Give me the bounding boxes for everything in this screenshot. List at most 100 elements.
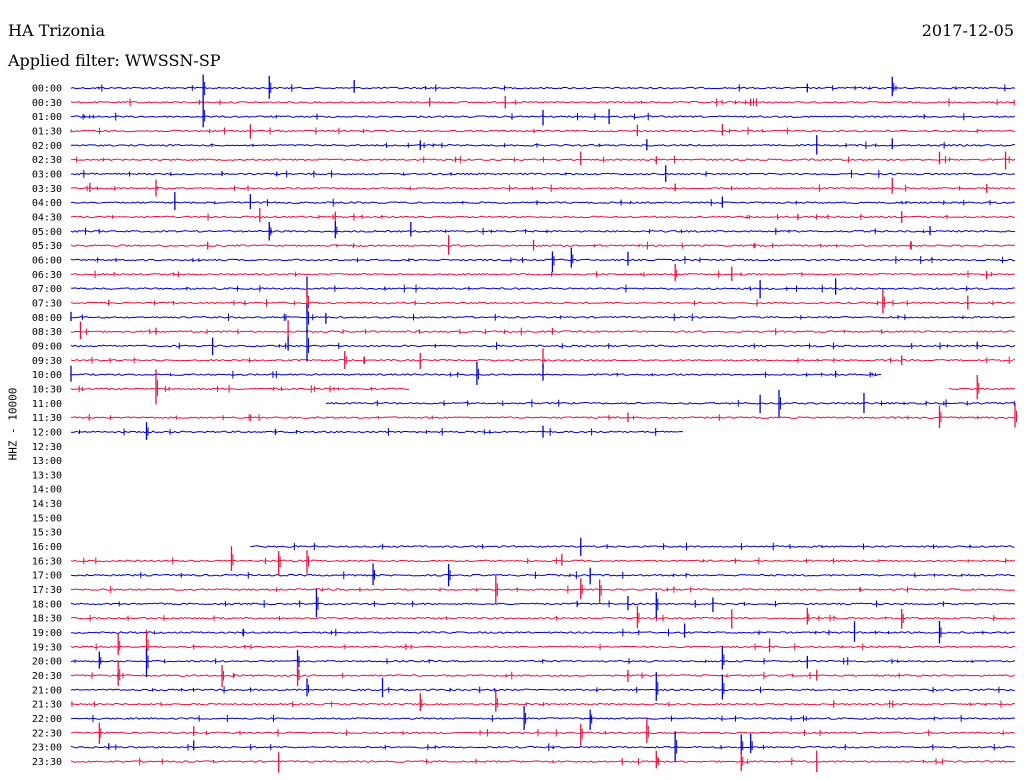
row-label: 19:00 bbox=[32, 628, 62, 639]
trace-row bbox=[70, 631, 1016, 634]
trace-row bbox=[70, 745, 1016, 749]
trace-row bbox=[70, 573, 1016, 577]
event-marker bbox=[551, 251, 555, 273]
row-label: 05:00 bbox=[32, 227, 62, 238]
row-label: 22:00 bbox=[32, 714, 62, 725]
trace-row bbox=[70, 172, 1016, 176]
event-marker bbox=[145, 422, 149, 441]
event-marker bbox=[145, 648, 149, 678]
row-label: 15:30 bbox=[32, 528, 62, 539]
row-label: 17:30 bbox=[32, 585, 62, 596]
row-label: 20:00 bbox=[32, 657, 62, 668]
event-marker bbox=[344, 351, 347, 369]
trace-row bbox=[70, 215, 1016, 219]
row-label: 16:00 bbox=[32, 542, 62, 553]
event-marker bbox=[806, 607, 810, 625]
trace-row bbox=[70, 86, 1016, 90]
trace-row bbox=[70, 100, 1016, 104]
row-label: 17:00 bbox=[32, 571, 62, 582]
trace-row bbox=[70, 229, 1016, 233]
row-label: 14:30 bbox=[32, 499, 62, 510]
row-label: 01:30 bbox=[32, 126, 62, 137]
event-marker bbox=[98, 722, 102, 745]
trace-row bbox=[70, 373, 881, 377]
row-label: 06:00 bbox=[32, 255, 62, 266]
trace-row bbox=[70, 186, 1016, 190]
row-label: 06:30 bbox=[32, 270, 62, 281]
row-label: 23:30 bbox=[32, 757, 62, 768]
event-marker bbox=[636, 605, 640, 629]
trace-row bbox=[70, 616, 1016, 620]
row-label: 10:00 bbox=[32, 370, 62, 381]
event-marker bbox=[740, 734, 744, 754]
event-marker bbox=[570, 247, 574, 268]
filter-label: Applied filter: WWSSN-SP bbox=[8, 51, 221, 70]
row-label: 02:30 bbox=[32, 155, 62, 166]
event-marker bbox=[117, 633, 121, 656]
event-marker bbox=[655, 672, 659, 701]
trace-row bbox=[70, 344, 1016, 348]
event-marker bbox=[674, 263, 678, 282]
event-marker bbox=[938, 620, 942, 644]
trace-row bbox=[70, 602, 1016, 606]
trace-row bbox=[70, 387, 410, 391]
event-marker bbox=[655, 750, 659, 769]
trace-row bbox=[948, 387, 1016, 391]
row-label: 18:00 bbox=[32, 599, 62, 610]
row-label: 08:30 bbox=[32, 327, 62, 338]
trace-row bbox=[70, 559, 1016, 563]
row-label: 18:30 bbox=[32, 614, 62, 625]
trace-row bbox=[70, 129, 1016, 133]
trace-row bbox=[70, 287, 1016, 290]
event-marker bbox=[938, 405, 942, 429]
trace-row bbox=[70, 717, 1016, 720]
event-marker bbox=[476, 361, 479, 386]
trace-row bbox=[70, 330, 1016, 333]
trace-row bbox=[70, 143, 1016, 147]
event-marker bbox=[721, 674, 725, 700]
event-marker bbox=[98, 651, 102, 669]
trace-row bbox=[70, 645, 1016, 649]
row-label: 09:00 bbox=[32, 341, 62, 352]
row-label: 00:00 bbox=[32, 84, 62, 95]
row-label: 21:00 bbox=[32, 685, 62, 696]
event-marker bbox=[296, 662, 300, 686]
event-marker bbox=[306, 304, 309, 334]
event-marker bbox=[1014, 402, 1017, 428]
row-label: 02:00 bbox=[32, 141, 62, 152]
row-label: 11:30 bbox=[32, 413, 62, 424]
trace-row bbox=[70, 688, 1016, 692]
event-marker bbox=[750, 733, 753, 754]
row-label: 15:00 bbox=[32, 513, 62, 524]
date-label: 2017-12-05 bbox=[921, 21, 1014, 40]
event-marker bbox=[230, 546, 234, 571]
event-marker bbox=[495, 575, 498, 604]
trace-row bbox=[70, 731, 1016, 735]
row-label: 01:00 bbox=[32, 112, 62, 123]
trace-row bbox=[70, 272, 1016, 276]
event-marker bbox=[447, 564, 451, 587]
event-marker bbox=[315, 588, 319, 618]
trace-row bbox=[70, 301, 1016, 305]
event-marker bbox=[901, 608, 904, 629]
row-label: 12:00 bbox=[32, 427, 62, 438]
row-label: 04:30 bbox=[32, 212, 62, 223]
trace-row bbox=[70, 416, 1016, 419]
row-label: 19:30 bbox=[32, 642, 62, 653]
event-marker bbox=[495, 690, 498, 712]
row-label: 11:00 bbox=[32, 399, 62, 410]
trace-row bbox=[70, 588, 1016, 591]
event-marker bbox=[598, 579, 602, 603]
event-marker bbox=[202, 101, 206, 128]
event-marker bbox=[306, 328, 309, 362]
row-label: 07:30 bbox=[32, 298, 62, 309]
trace-row bbox=[325, 401, 1015, 405]
row-label: 03:30 bbox=[32, 184, 62, 195]
event-marker bbox=[580, 723, 583, 746]
event-marker bbox=[419, 693, 423, 712]
row-label: 08:00 bbox=[32, 313, 62, 324]
event-marker bbox=[523, 706, 527, 731]
event-marker bbox=[306, 550, 309, 574]
event-marker bbox=[646, 717, 649, 744]
